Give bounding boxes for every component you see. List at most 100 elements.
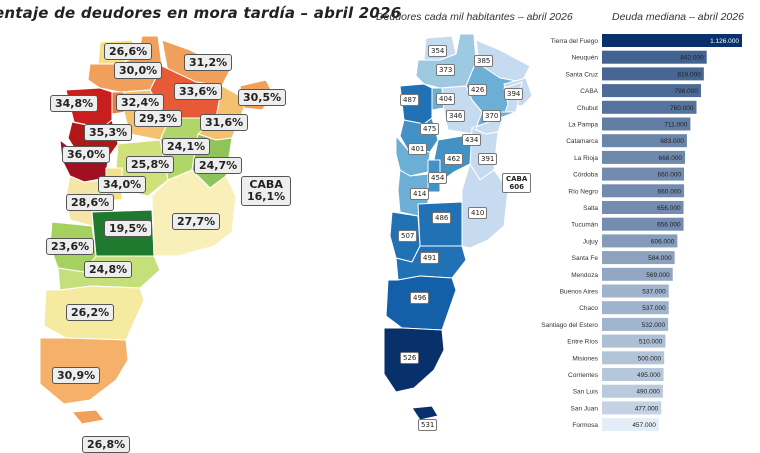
- bar-category-label: San Luis: [573, 389, 599, 396]
- bar-category-label: Formosa: [572, 422, 598, 429]
- bar-value-label: 683.000: [660, 138, 684, 145]
- bar-21: [602, 384, 663, 398]
- n-buenos-aires: 410: [468, 207, 488, 219]
- bar-category-label: Misiones: [572, 355, 598, 362]
- n-caba: CABA 606: [502, 173, 532, 193]
- label-santa-fe: 24,1%: [162, 138, 211, 155]
- bar-category-label: Catamarca: [566, 138, 598, 145]
- bar-category-label: Chubut: [577, 105, 598, 112]
- label-rio-negro: 24,8%: [84, 261, 133, 278]
- n-tierra-fuego: 531: [418, 419, 438, 431]
- bar-value-label: 490.000: [636, 389, 660, 396]
- n-sgo-estero: 346: [446, 110, 466, 122]
- bar-9: [602, 184, 685, 198]
- label-entre-rios: 24,7%: [194, 157, 243, 174]
- bar-category-label: Santiago del Estero: [541, 322, 598, 329]
- bar-value-label: 1.126.000: [710, 38, 739, 45]
- label-san-luis: 34,0%: [98, 176, 147, 193]
- n-corrientes: 370: [482, 110, 502, 122]
- bar-value-label: 711.000: [664, 122, 687, 129]
- caba2-value: 606: [509, 183, 524, 191]
- bar-value-label: 656.000: [657, 222, 681, 229]
- label-salta: 30,0%: [114, 62, 163, 79]
- bar-value-label: 500.000: [638, 355, 662, 362]
- bar-value-label: 477.000: [635, 405, 659, 412]
- bar-value-label: 656.000: [657, 205, 681, 212]
- bar-6: [602, 134, 687, 148]
- n-catamarca: 487: [400, 94, 420, 106]
- label-neuquen: 23,6%: [46, 238, 95, 255]
- n-mendoza: 414: [410, 188, 430, 200]
- bar-category-label: Tierra del Fuego: [551, 38, 599, 45]
- bar-category-label: Salta: [583, 205, 598, 212]
- bar-14: [602, 267, 673, 281]
- n-rio-negro: 491: [420, 252, 440, 264]
- label-sgo-estero: 29,3%: [134, 110, 183, 127]
- n-chubut: 496: [410, 292, 430, 304]
- bar-22: [602, 401, 662, 415]
- n-salta: 373: [436, 64, 456, 76]
- bar-category-label: Chaco: [579, 305, 598, 312]
- bar-value-label: 457.000: [632, 422, 656, 429]
- n-la-pampa: 486: [432, 212, 452, 224]
- bar-value-label: 537.000: [642, 305, 666, 312]
- bar-23: [602, 418, 659, 432]
- bar-category-label: La Pampa: [568, 122, 598, 129]
- bar-category-label: Neuquén: [572, 55, 599, 62]
- bar-0: [602, 34, 742, 47]
- label-jujuy: 26,6%: [104, 43, 153, 60]
- bar-category-label: Jujuy: [583, 238, 599, 245]
- map1-title: entaje de deudores en mora tardía – abri…: [0, 4, 402, 22]
- n-misiones: 394: [504, 88, 524, 100]
- bar-category-label: Santa Fe: [572, 255, 599, 262]
- label-tucuman: 32,4%: [116, 94, 165, 111]
- label-corrientes: 31,6%: [200, 114, 249, 131]
- n-chaco: 426: [468, 84, 488, 96]
- label-santa-cruz: 30,9%: [52, 367, 101, 384]
- bar-value-label: 584.000: [648, 255, 672, 262]
- bar-13: [602, 251, 675, 265]
- n-la-rioja: 475: [420, 123, 440, 135]
- n-san-luis: 454: [428, 172, 448, 184]
- label-mendoza: 28,6%: [66, 194, 115, 211]
- label-chaco: 33,6%: [174, 83, 223, 100]
- region-tierra-fuego: [71, 409, 105, 425]
- n-formosa: 385: [474, 55, 494, 67]
- n-cordoba: 462: [444, 153, 464, 165]
- bar-category-label: Buenos Aires: [560, 289, 599, 296]
- bar-category-label: Río Negro: [568, 188, 598, 195]
- bar-3: [602, 84, 701, 98]
- label-catamarca: 34,8%: [50, 95, 99, 112]
- bar-value-label: 537.000: [642, 289, 666, 296]
- bar-category-label: Mendoza: [571, 272, 598, 279]
- n-santa-cruz: 526: [400, 352, 420, 364]
- bar-value-label: 569.000: [646, 272, 670, 279]
- label-la-rioja: 35,3%: [84, 124, 133, 141]
- bar-value-label: 495.000: [637, 372, 661, 379]
- n-neuquen: 507: [398, 230, 418, 242]
- caba2-name: CABA: [506, 175, 528, 183]
- bar-category-label: La Rioja: [574, 155, 598, 162]
- bar-2: [602, 67, 704, 81]
- bar-value-label: 510.000: [639, 339, 663, 346]
- n-entre-rios: 391: [478, 153, 498, 165]
- map2-title: Deudores cada mil habitantes – abril 202…: [376, 11, 573, 23]
- bar-value-label: 532.000: [642, 322, 666, 329]
- label-san-juan: 36,0%: [62, 146, 111, 163]
- bar-category-label: CABA: [580, 88, 598, 95]
- bar-value-label: 606.000: [651, 238, 675, 245]
- n-jujuy: 354: [428, 45, 448, 57]
- n-tucuman: 404: [436, 93, 456, 105]
- label-chubut: 26,2%: [66, 304, 115, 321]
- bar-17: [602, 317, 669, 331]
- bar-value-label: 668.000: [659, 155, 683, 162]
- bar-value-label: 660.000: [658, 188, 682, 195]
- bar-16: [602, 301, 669, 315]
- bar-value-label: 819.000: [677, 71, 701, 78]
- bar-10: [602, 201, 684, 214]
- bar-category-label: Entre Ríos: [567, 339, 598, 346]
- bar-value-label: 796.000: [674, 88, 698, 95]
- bar-15: [602, 284, 669, 298]
- bar-category-label: Santa Cruz: [565, 71, 598, 78]
